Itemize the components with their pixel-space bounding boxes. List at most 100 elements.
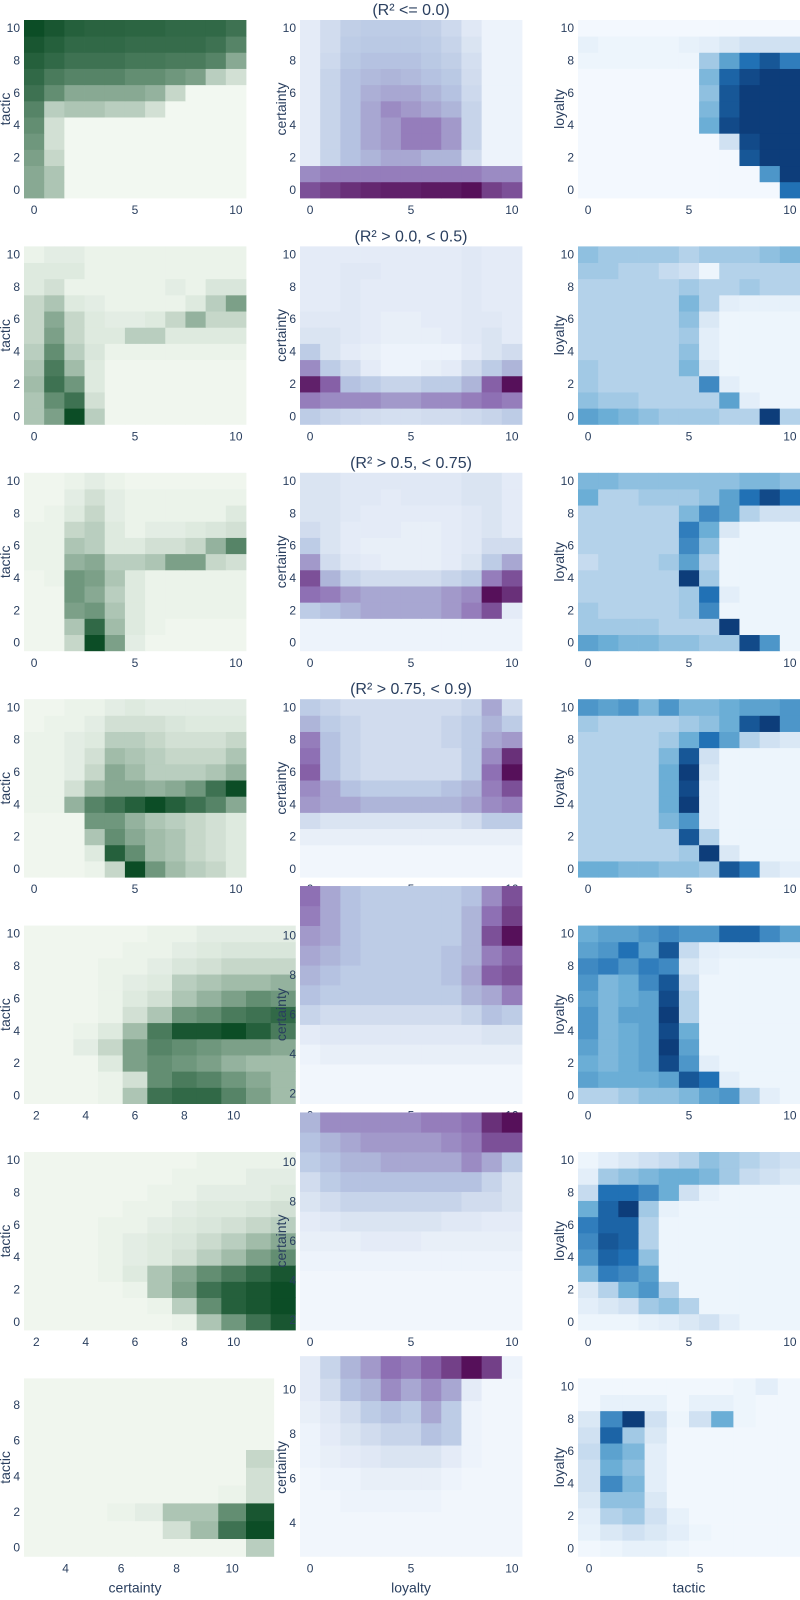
- heatmap-cell: [441, 1004, 462, 1025]
- heatmap-cell: [699, 20, 720, 37]
- heatmap-cell: [205, 472, 227, 490]
- heatmap-cell: [320, 699, 341, 716]
- heatmap-cell: [107, 1378, 136, 1397]
- heatmap-cell: [777, 1524, 800, 1541]
- heatmap-cell: [461, 715, 483, 732]
- heatmap-cell: [739, 763, 761, 781]
- heatmap-cell: [777, 1507, 800, 1525]
- heatmap-cell: [162, 1538, 191, 1557]
- heatmap-cell: [48, 1216, 74, 1234]
- heatmap-cell: [124, 812, 146, 830]
- heatmap-cell: [739, 165, 761, 183]
- heatmap-cell: [481, 699, 503, 716]
- heatmap-cell: [196, 1216, 222, 1234]
- heatmap-cell: [320, 133, 341, 150]
- heatmap-cell: [618, 1281, 639, 1299]
- heatmap-cell: [481, 1024, 503, 1045]
- heatmap-cell: [44, 149, 65, 167]
- y-tick-label: 2: [289, 151, 296, 165]
- heatmap-cell: [196, 1281, 222, 1299]
- heatmap-cell: [578, 957, 599, 975]
- y-tick-label: 4: [567, 571, 574, 585]
- heatmap-cell: [24, 1313, 50, 1331]
- heatmap-cell: [84, 747, 106, 765]
- heatmap-cell: [711, 1459, 734, 1476]
- heatmap-cell: [380, 984, 402, 1006]
- heatmap-cell: [739, 812, 761, 830]
- heatmap-cell: [461, 965, 483, 986]
- heatmap-cell: [360, 1132, 382, 1153]
- heatmap-cell: [779, 537, 800, 555]
- heatmap-cell: [461, 294, 483, 312]
- heatmap-cell: [759, 343, 781, 361]
- heatmap-cell: [300, 1083, 321, 1104]
- heatmap-cell: [618, 812, 639, 830]
- heatmap-cell: [165, 84, 186, 102]
- heatmap-cell: [172, 925, 198, 943]
- heatmap-cell: [733, 1540, 756, 1557]
- heatmap-cell: [340, 1044, 361, 1065]
- heatmap-cell: [246, 1022, 272, 1040]
- heatmap-cell: [598, 1071, 619, 1088]
- heatmap-cell: [779, 925, 800, 943]
- heatmap-cell: [481, 392, 503, 409]
- heatmap-cell: [598, 812, 619, 830]
- heatmap-cell: [225, 375, 247, 393]
- heatmap-cell: [441, 1534, 462, 1557]
- heatmap-cell: [598, 117, 619, 134]
- heatmap-cell: [225, 149, 247, 167]
- heatmap-cell: [598, 1022, 619, 1040]
- heatmap-cell: [320, 84, 341, 102]
- y-tick-label: 8: [289, 1194, 296, 1208]
- heatmap-cell: [84, 84, 106, 102]
- heatmap-cell: [578, 262, 599, 280]
- heatmap-cell: [185, 828, 207, 846]
- heatmap-cell: [124, 844, 146, 862]
- heatmap-cell: [719, 1200, 740, 1218]
- heatmap-cell: [165, 246, 186, 263]
- heatmap-cell: [380, 1044, 402, 1065]
- heatmap-cell: [104, 408, 126, 425]
- heatmap-cell: [380, 715, 402, 732]
- heatmap-cell: [300, 1112, 321, 1133]
- heatmap-cell: [24, 634, 45, 652]
- heatmap-cell: [48, 1168, 74, 1185]
- heatmap-cell: [24, 828, 45, 846]
- x-tick-label: 2: [33, 1335, 40, 1349]
- heatmap-cell: [172, 1071, 198, 1088]
- y-tick-label: 8: [567, 53, 574, 67]
- heatmap-cell: [225, 586, 247, 603]
- heatmap-cell: [461, 1112, 483, 1133]
- heatmap-cell: [124, 780, 146, 797]
- heatmap-cell: [380, 1467, 402, 1491]
- heatmap-cell: [44, 359, 65, 377]
- heatmap-cell: [638, 1313, 660, 1331]
- heatmap-cell: [598, 1281, 619, 1299]
- heatmap-cell: [598, 133, 619, 150]
- heatmap-cell: [678, 294, 700, 312]
- heatmap-cell: [44, 408, 65, 425]
- heatmap-cell: [380, 553, 402, 571]
- heatmap-cell: [64, 812, 85, 830]
- heatmap-cell: [340, 699, 361, 716]
- heatmap-cell: [578, 1281, 599, 1299]
- heatmap-cell: [104, 327, 126, 344]
- heatmap-cell: [400, 84, 422, 102]
- heatmap-cell: [380, 861, 402, 878]
- heatmap-cell: [400, 1534, 422, 1557]
- heatmap-cell: [739, 569, 761, 587]
- heatmap-cell: [400, 1400, 422, 1424]
- heatmap-cell: [739, 715, 761, 732]
- heatmap-cell: [24, 262, 45, 280]
- heatmap-cell: [340, 1310, 361, 1331]
- heatmap-cell: [644, 1394, 668, 1412]
- heatmap-cell: [719, 488, 740, 506]
- heatmap-cell: [205, 117, 227, 134]
- heatmap-cell: [755, 1491, 779, 1509]
- heatmap-cell: [638, 699, 660, 716]
- heatmap-cell: [165, 181, 186, 199]
- heatmap-cell: [719, 165, 740, 183]
- heatmap-cell: [24, 1281, 50, 1299]
- heatmap-cell: [678, 1038, 700, 1056]
